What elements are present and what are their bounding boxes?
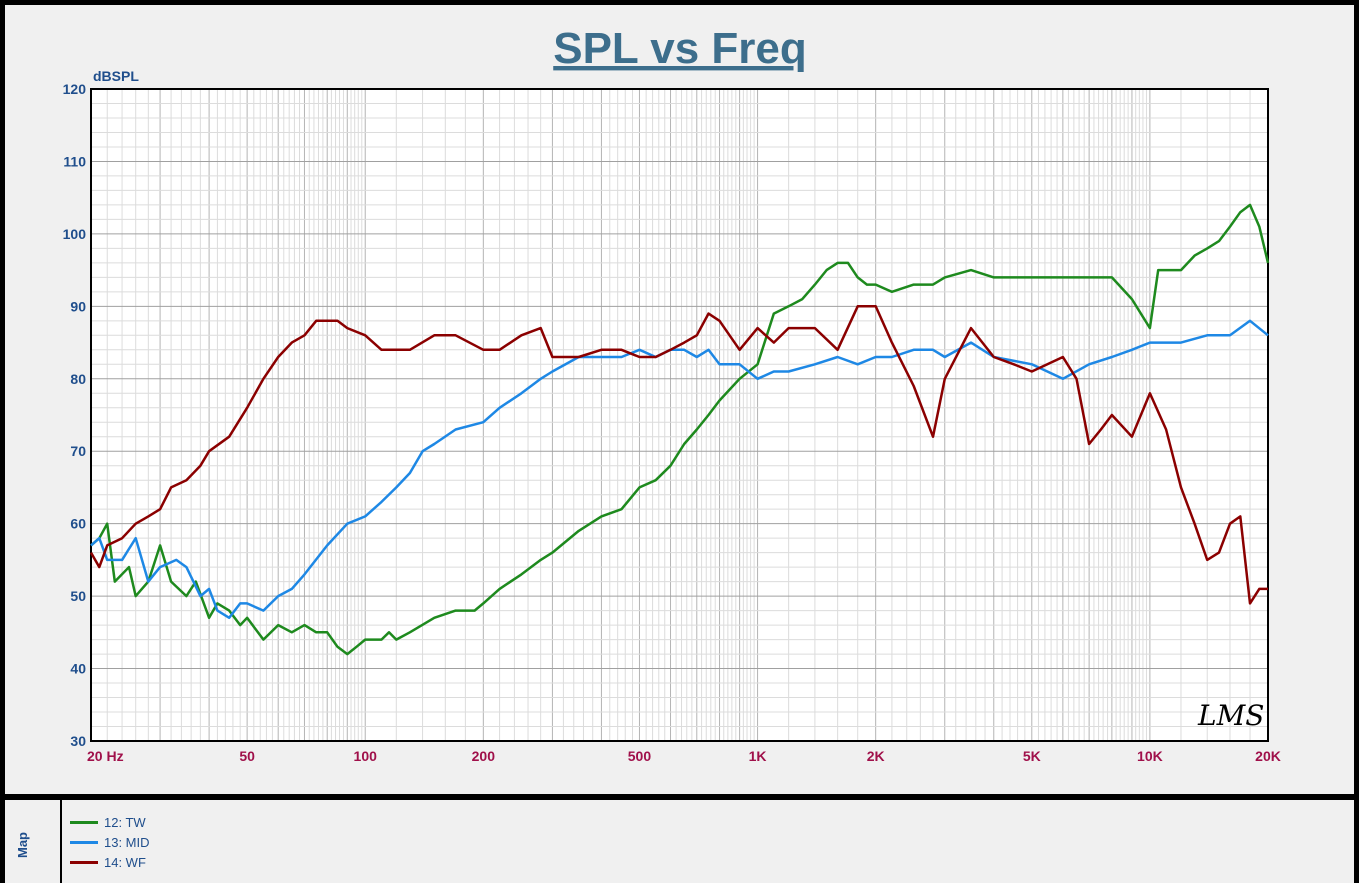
x-tick-label: 500 [628, 748, 652, 764]
x-tick-label: 5K [1023, 748, 1041, 764]
x-tick-label: 20 Hz [87, 748, 124, 764]
y-tick-label: 50 [70, 588, 86, 604]
legend-label-mid: 13: MID [104, 834, 150, 850]
y-tick-label: 40 [70, 661, 86, 677]
x-tick-label: 20K [1255, 748, 1281, 764]
y-tick-label: 60 [70, 516, 86, 532]
plot-area [91, 89, 1268, 741]
legend-label-tw: 12: TW [104, 814, 146, 830]
lms-watermark: LMS [1197, 699, 1264, 732]
spl-chart: SPL vs Freq dBSPL 30 40 50 60 70 80 90 100 110 120 2… [63, 24, 1281, 764]
y-tick-label: 30 [70, 733, 86, 749]
legend-swatch-tw [70, 820, 98, 824]
legend-swatch-wf [70, 860, 98, 864]
legend-swatch-mid [70, 840, 98, 844]
chart-title: SPL vs Freq [553, 24, 807, 73]
x-tick-label: 50 [239, 748, 255, 764]
y-tick-label: 110 [63, 153, 86, 169]
y-axis-label: dBSPL [93, 68, 139, 84]
y-tick-label: 90 [70, 298, 86, 314]
legend-panel: Map 12: TW 13: MID 14: WF [5, 800, 1354, 883]
series-line-tw [90, 203, 1270, 656]
x-tick-label: 10K [1137, 748, 1163, 764]
x-tick-label: 2K [867, 748, 885, 764]
x-tick-label: 200 [472, 748, 496, 764]
map-tab-label[interactable]: Map [15, 832, 30, 858]
y-tick-label: 70 [70, 443, 86, 459]
plot-border [90, 88, 1269, 742]
chart-panel: SPL vs Freq dBSPL 30 40 50 60 70 80 90 100 110 120 2… [5, 5, 1354, 794]
x-tick-label: 1K [749, 748, 767, 764]
y-tick-label: 100 [63, 226, 87, 242]
legend-item-wf[interactable]: 14: WF [70, 854, 146, 870]
y-tick-label: 80 [70, 371, 86, 387]
series-line-wf [89, 305, 1268, 605]
legend-label-wf: 14: WF [104, 854, 146, 870]
legend-item-mid[interactable]: 13: MID [70, 834, 150, 850]
legend-item-tw[interactable]: 12: TW [70, 814, 146, 830]
x-tick-label: 100 [354, 748, 378, 764]
legend-divider [60, 800, 62, 883]
y-tick-label: 120 [63, 81, 87, 97]
series-line-mid [90, 319, 1269, 620]
